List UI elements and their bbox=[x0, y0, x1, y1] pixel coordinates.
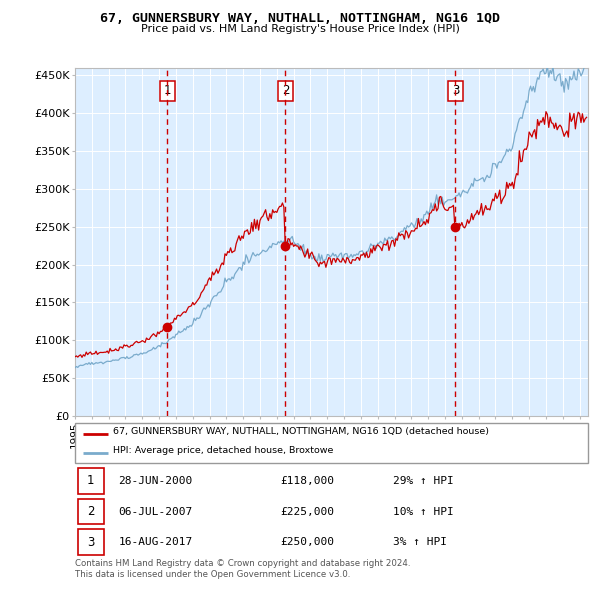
Text: 67, GUNNERSBURY WAY, NUTHALL, NOTTINGHAM, NG16 1QD (detached house): 67, GUNNERSBURY WAY, NUTHALL, NOTTINGHAM… bbox=[113, 427, 490, 436]
Text: 1: 1 bbox=[164, 84, 171, 97]
Text: 1: 1 bbox=[87, 474, 95, 487]
Text: Contains HM Land Registry data © Crown copyright and database right 2024.
This d: Contains HM Land Registry data © Crown c… bbox=[75, 559, 410, 579]
Text: £225,000: £225,000 bbox=[280, 507, 334, 516]
Text: 06-JUL-2007: 06-JUL-2007 bbox=[119, 507, 193, 516]
Bar bbox=[77, 529, 104, 555]
Text: 3% ↑ HPI: 3% ↑ HPI bbox=[393, 537, 447, 547]
Text: 2: 2 bbox=[281, 84, 289, 97]
Text: 10% ↑ HPI: 10% ↑ HPI bbox=[393, 507, 454, 516]
Text: 29% ↑ HPI: 29% ↑ HPI bbox=[393, 476, 454, 486]
Text: £250,000: £250,000 bbox=[280, 537, 334, 547]
Text: 16-AUG-2017: 16-AUG-2017 bbox=[119, 537, 193, 547]
Text: £118,000: £118,000 bbox=[280, 476, 334, 486]
Text: 3: 3 bbox=[87, 536, 95, 549]
Text: 28-JUN-2000: 28-JUN-2000 bbox=[119, 476, 193, 486]
Bar bbox=[77, 499, 104, 525]
Text: HPI: Average price, detached house, Broxtowe: HPI: Average price, detached house, Brox… bbox=[113, 446, 334, 455]
Text: 2: 2 bbox=[87, 505, 95, 518]
Text: 67, GUNNERSBURY WAY, NUTHALL, NOTTINGHAM, NG16 1QD: 67, GUNNERSBURY WAY, NUTHALL, NOTTINGHAM… bbox=[100, 12, 500, 25]
Bar bbox=[77, 468, 104, 494]
Text: 3: 3 bbox=[452, 84, 459, 97]
Text: Price paid vs. HM Land Registry's House Price Index (HPI): Price paid vs. HM Land Registry's House … bbox=[140, 24, 460, 34]
